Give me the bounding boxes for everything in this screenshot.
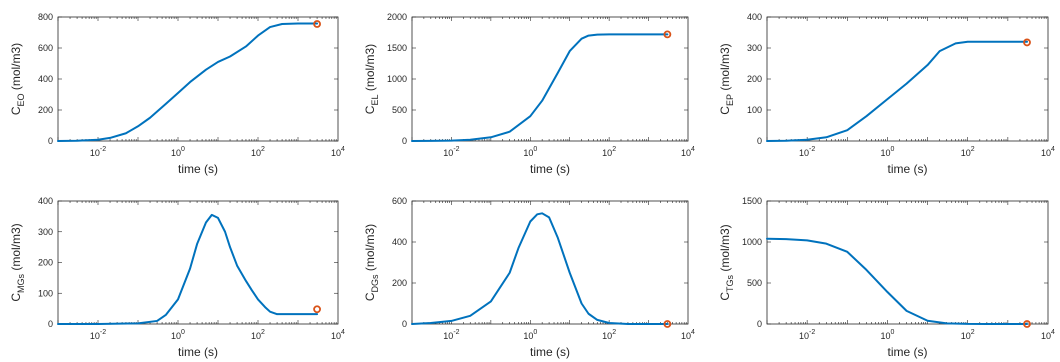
y-axis-label: CEL (mol/m3) [363,44,380,114]
y-tick-label: 100 [747,105,762,115]
series-line-1 [57,22,319,142]
y-tick-label: 0 [48,136,53,146]
y-tick-label: 2000 [387,12,407,22]
y-tick-label: 400 [38,74,53,84]
x-tick-label: 10-2 [443,329,459,341]
y-tick-label: 400 [392,237,407,247]
x-tick-label: 104 [331,329,345,341]
x-tick-label: 102 [251,329,265,341]
y-tick-label: 1000 [387,74,407,84]
subplot-5: 10-2 100 102 104 0 200 400 600 CDGs (mol/m3) [363,196,695,341]
series-line-1 [57,213,319,325]
x-tick-label: 10-2 [90,146,106,158]
x-tick-label: 102 [961,329,975,341]
x-tick-label: 10-2 [90,329,106,341]
x-tick-label: 102 [602,146,616,158]
y-tick-label: 1500 [387,43,407,53]
x-tick-label: 100 [523,329,537,341]
x-axis-label: time (s) [178,345,218,359]
series-line-1 [411,212,669,325]
end-point-marker [313,20,321,28]
x-axis-label: time (s) [178,162,218,176]
y-tick-label: 300 [747,43,762,53]
end-point-marker [663,30,672,39]
axes-box [766,16,1049,142]
y-tick-label: 0 [402,319,407,329]
y-axis-label: CEO (mol/m3) [9,43,26,115]
subplot-2: 10-2 100 102 104 0 500 1000 1500 2000 time (s) CEL… [363,12,695,176]
end-point-marker [1023,38,1031,47]
subplot-3: 10-2 100 102 104 0 100 200 300 400 time (s) CEP (m… [718,12,1055,176]
y-tick-label: 200 [38,105,53,115]
x-tick-label: 102 [251,146,265,158]
x-tick-label: 104 [681,329,695,341]
y-tick-label: 0 [402,136,407,146]
subplot-4: 10-2 100 102 104 0 100 200 300 400 time (s) CMGs (… [9,196,345,359]
y-tick-label: 300 [38,227,53,237]
x-tick-label: 100 [523,146,537,158]
y-tick-label: 200 [392,278,407,288]
y-axis-label: CEP (mol/m3) [718,43,735,114]
x-tick-label: 100 [880,146,894,158]
y-tick-label: 500 [747,278,762,288]
y-tick-label: 100 [38,288,53,298]
y-tick-label: 800 [38,12,53,22]
x-tick-label: 10-2 [799,146,815,158]
axes-box [411,16,689,142]
x-tick-label: 104 [1041,329,1055,341]
y-tick-label: 200 [38,258,53,268]
y-axis-label: CTGs (mol/m3) [718,224,735,300]
y-tick-label: 500 [392,105,407,115]
series-line-1 [766,40,1029,142]
y-tick-label: 0 [757,319,762,329]
x-axis-label: time (s) [888,345,928,359]
end-point-marker [1023,320,1031,328]
x-tick-label: 100 [880,329,894,341]
y-axis-label: CDGs (mol/m3) [363,224,380,301]
x-axis-label-cropped: time (s) [530,345,570,359]
x-tick-label: 10-2 [799,329,815,341]
x-tick-label: 102 [602,329,616,341]
y-tick-label: 400 [747,12,762,22]
axes-box [766,200,1049,325]
axes-box [57,16,339,142]
x-tick-label: 104 [331,146,345,158]
end-point-marker [663,320,672,328]
series-line-1 [766,237,1029,325]
series-line-1 [411,33,669,142]
y-axis-label: CMGs (mol/m3) [9,223,26,301]
x-tick-label: 100 [171,329,185,341]
y-tick-label: 400 [38,196,53,206]
end-point-marker [313,305,321,314]
x-tick-label: 102 [961,146,975,158]
y-tick-label: 0 [48,319,53,329]
y-tick-label: 600 [392,196,407,206]
y-tick-label: 1500 [742,196,762,206]
y-tick-label: 0 [757,136,762,146]
x-tick-label: 10-2 [443,146,459,158]
y-tick-label: 200 [747,74,762,84]
subplot-6: 10-2 100 102 104 0 500 1000 1500 time (s) CTGs (m… [718,196,1055,359]
y-tick-label: 1000 [742,237,762,247]
y-tick-label: 600 [38,43,53,53]
x-tick-label: 104 [1041,146,1055,158]
x-axis-label: time (s) [888,162,928,176]
x-tick-label: 100 [171,146,185,158]
subplot-1: 10-2 100 102 104 0 200 400 600 800 time (s) CEO (m… [9,12,345,176]
x-axis-label: time (s) [530,162,570,176]
axes-box [57,200,339,325]
x-tick-label: 104 [681,146,695,158]
